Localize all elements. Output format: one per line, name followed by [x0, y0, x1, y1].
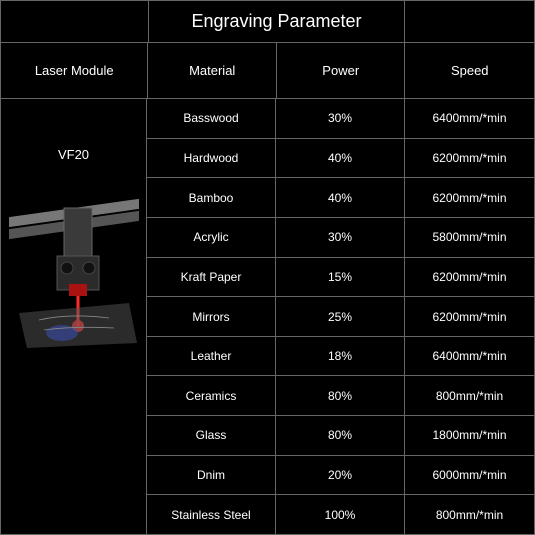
- table-row: Acrylic 30% 5800mm/*min: [147, 218, 534, 258]
- material-cell: Kraft Paper: [147, 258, 276, 297]
- table-row: Hardwood 40% 6200mm/*min: [147, 139, 534, 179]
- table-row: Bamboo 40% 6200mm/*min: [147, 178, 534, 218]
- material-cell: Hardwood: [147, 139, 276, 178]
- table-row: Kraft Paper 15% 6200mm/*min: [147, 258, 534, 298]
- power-cell: 15%: [276, 258, 405, 297]
- power-cell: 30%: [276, 99, 405, 138]
- power-cell: 80%: [276, 376, 405, 415]
- table-body: Basswood 30% 6400mm/*min Hardwood 40% 62…: [147, 99, 534, 534]
- table-row: Dnim 20% 6000mm/*min: [147, 456, 534, 496]
- table-row: Ceramics 80% 800mm/*min: [147, 376, 534, 416]
- table-row: Mirrors 25% 6200mm/*min: [147, 297, 534, 337]
- power-cell: 100%: [276, 495, 405, 534]
- material-cell: Mirrors: [147, 297, 276, 336]
- material-cell: Glass: [147, 416, 276, 455]
- laser-engraver-icon: [9, 178, 139, 348]
- title-row: Engraving Parameter: [1, 1, 534, 43]
- speed-cell: 6400mm/*min: [405, 337, 534, 376]
- col-speed: Speed: [405, 43, 534, 98]
- speed-cell: 5800mm/*min: [405, 218, 534, 257]
- power-cell: 40%: [276, 178, 405, 217]
- power-cell: 80%: [276, 416, 405, 455]
- speed-cell: 6400mm/*min: [405, 99, 534, 138]
- power-cell: 18%: [276, 337, 405, 376]
- table-row: Basswood 30% 6400mm/*min: [147, 99, 534, 139]
- header-row: Laser Module Material Power Speed: [1, 43, 534, 99]
- material-cell: Dnim: [147, 456, 276, 495]
- table-row: Glass 80% 1800mm/*min: [147, 416, 534, 456]
- speed-cell: 6200mm/*min: [405, 258, 534, 297]
- body-row: VF20: [1, 99, 534, 534]
- parameter-table: Engraving Parameter Laser Module Materia…: [0, 0, 535, 535]
- model-label: VF20: [58, 147, 89, 162]
- table-row: Stainless Steel 100% 800mm/*min: [147, 495, 534, 534]
- power-cell: 20%: [276, 456, 405, 495]
- speed-cell: 6200mm/*min: [405, 139, 534, 178]
- speed-cell: 800mm/*min: [405, 376, 534, 415]
- material-cell: Acrylic: [147, 218, 276, 257]
- speed-cell: 800mm/*min: [405, 495, 534, 534]
- power-cell: 25%: [276, 297, 405, 336]
- table-title: Engraving Parameter: [149, 1, 405, 42]
- material-cell: Bamboo: [147, 178, 276, 217]
- title-right-blank: [405, 1, 534, 42]
- table-row: Leather 18% 6400mm/*min: [147, 337, 534, 377]
- power-cell: 40%: [276, 139, 405, 178]
- speed-cell: 6000mm/*min: [405, 456, 534, 495]
- material-cell: Ceramics: [147, 376, 276, 415]
- power-cell: 30%: [276, 218, 405, 257]
- speed-cell: 1800mm/*min: [405, 416, 534, 455]
- speed-cell: 6200mm/*min: [405, 178, 534, 217]
- material-cell: Stainless Steel: [147, 495, 276, 534]
- material-cell: Basswood: [147, 99, 276, 138]
- title-left-blank: [1, 1, 149, 42]
- left-panel: VF20: [1, 99, 147, 534]
- speed-cell: 6200mm/*min: [405, 297, 534, 336]
- laser-module-header: Laser Module: [1, 43, 148, 98]
- material-cell: Leather: [147, 337, 276, 376]
- col-material: Material: [148, 43, 277, 98]
- col-power: Power: [277, 43, 406, 98]
